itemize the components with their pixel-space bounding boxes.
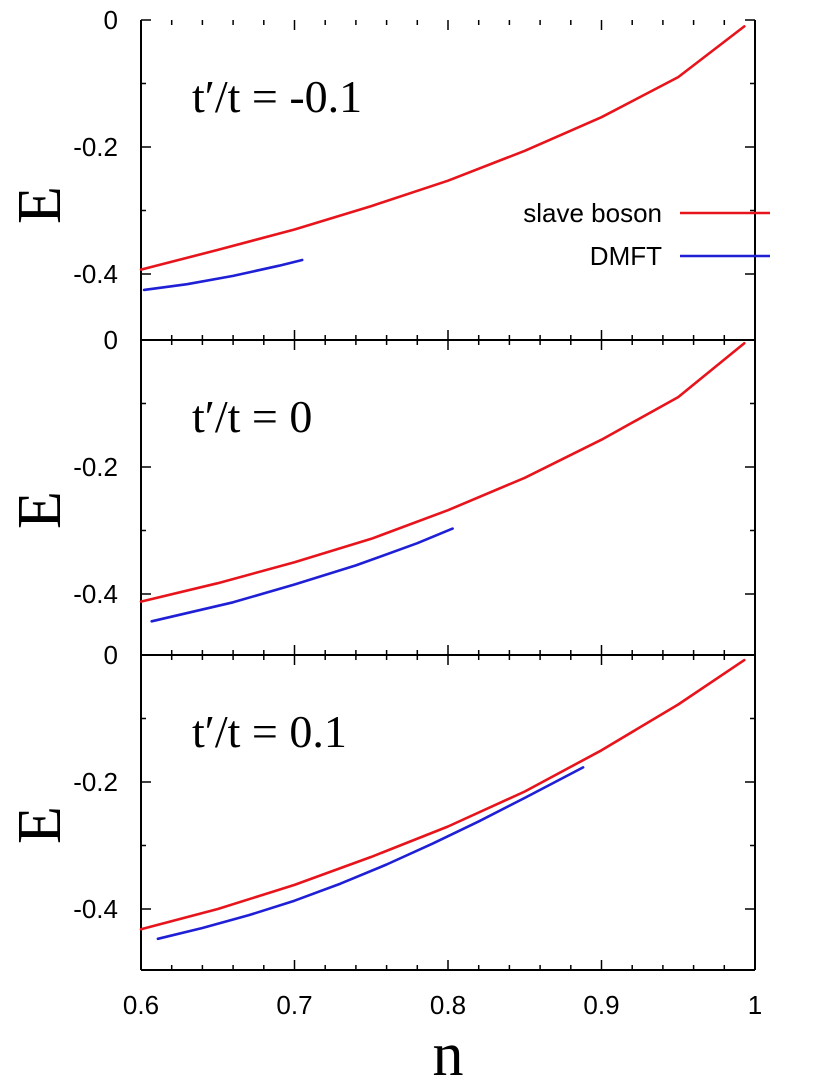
series-line-slave-boson bbox=[139, 341, 746, 603]
y-tick-label: -0.2 bbox=[73, 767, 118, 797]
y-axis-title: E bbox=[6, 186, 74, 224]
legend-label-dmft: DMFT bbox=[590, 241, 662, 271]
series-line-slave-boson bbox=[139, 658, 746, 931]
x-tick-label: 0.8 bbox=[430, 990, 466, 1020]
panel-label: t′/t = -0.1 bbox=[192, 71, 362, 122]
y-axis-title: E bbox=[6, 806, 74, 844]
panel-label: t′/t = 0.1 bbox=[192, 706, 347, 757]
series-line-dmft bbox=[156, 766, 585, 941]
x-tick-label: 0.7 bbox=[276, 990, 312, 1020]
panel-1: 0 -0.2 -0.4 Et′/t = -0.1 bbox=[6, 5, 756, 341]
series-line-dmft bbox=[142, 258, 304, 292]
legend: slave boson DMFT bbox=[523, 198, 770, 271]
y-tick-label: 0 bbox=[104, 325, 118, 355]
panel-label: t′/t = 0 bbox=[192, 391, 312, 442]
series-line-dmft bbox=[150, 527, 454, 623]
y-tick-label: -0.4 bbox=[73, 579, 118, 609]
x-axis-title: n bbox=[433, 1021, 464, 1079]
x-tick-labels: 0.6 0.7 0.8 0.9 1 bbox=[123, 990, 762, 1020]
panel-2: 0 -0.2 -0.4 Et′/t = 0 bbox=[6, 325, 756, 656]
series-line-slave-boson bbox=[139, 25, 746, 271]
x-tick-label: 0.9 bbox=[583, 990, 619, 1020]
y-tick-label: 0 bbox=[104, 5, 118, 35]
y-axis-title: E bbox=[6, 491, 74, 529]
y-tick-label: -0.2 bbox=[73, 132, 118, 162]
panel-3: 0 -0.2 -0.4 Et′/t = 0.1 bbox=[6, 640, 756, 971]
y-tick-label: -0.4 bbox=[73, 259, 118, 289]
y-tick-label: -0.4 bbox=[73, 894, 118, 924]
x-tick-label: 1 bbox=[748, 990, 762, 1020]
y-tick-label: -0.2 bbox=[73, 452, 118, 482]
x-tick-label: 0.6 bbox=[123, 990, 159, 1020]
legend-label-slave-boson: slave boson bbox=[523, 198, 662, 228]
y-tick-label: 0 bbox=[104, 640, 118, 670]
